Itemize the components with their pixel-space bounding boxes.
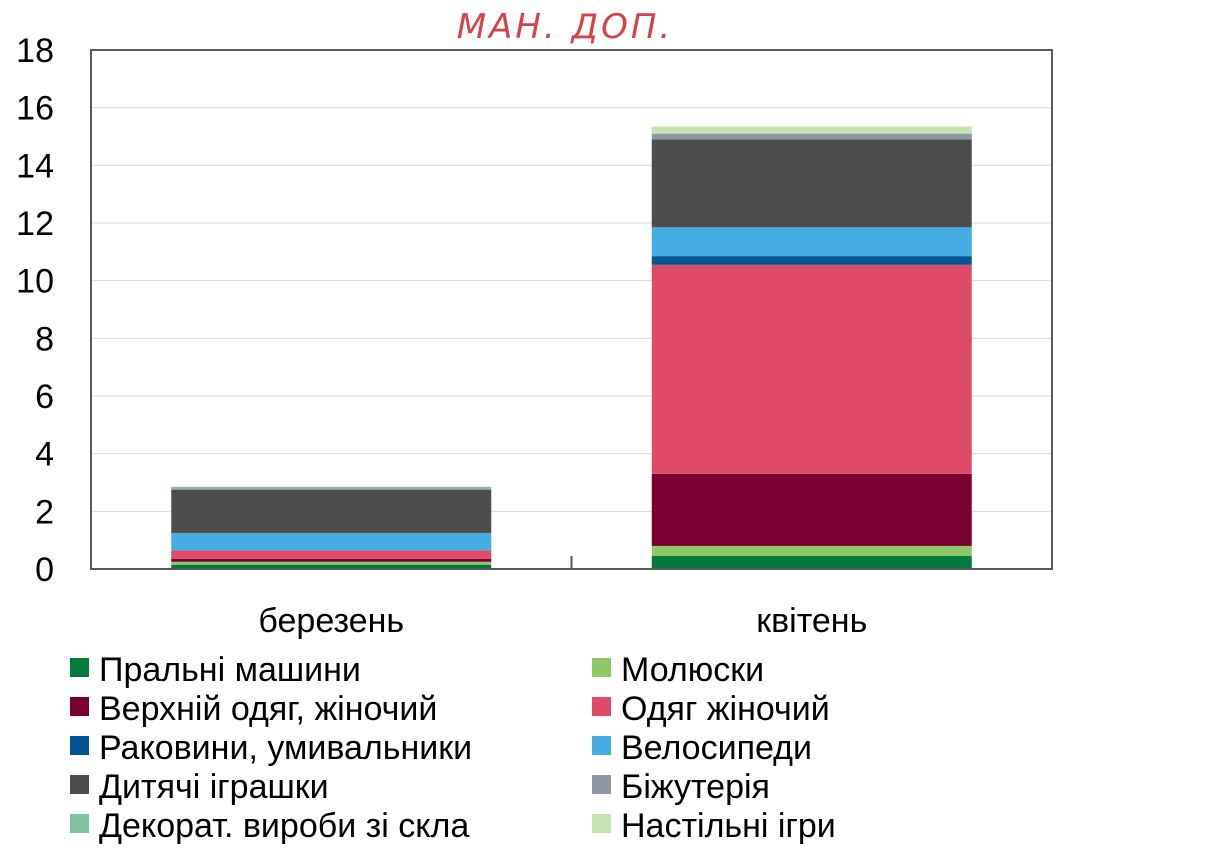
bar-segment bbox=[651, 556, 972, 569]
legend-label: Пральні машини bbox=[99, 651, 361, 689]
y-tick-label: 10 bbox=[16, 263, 54, 301]
y-tick-label: 8 bbox=[35, 320, 54, 358]
bar-segment bbox=[651, 473, 972, 546]
y-axis-ticks: 0 2 4 6 8 10 12 14 16 18 bbox=[16, 32, 54, 589]
legend-swatch bbox=[70, 736, 89, 755]
bar-segment bbox=[171, 488, 492, 490]
bar-segment bbox=[651, 227, 972, 257]
y-tick-label: 4 bbox=[35, 436, 54, 474]
y-tick-label: 16 bbox=[16, 90, 54, 128]
legend-label: Верхній одяг, жіночий bbox=[99, 690, 437, 728]
bar-segment bbox=[651, 126, 972, 134]
legend-label: Раковини, умивальники bbox=[99, 729, 472, 767]
bar-segment bbox=[171, 486, 492, 489]
bar-segment bbox=[171, 564, 492, 569]
bar-segment bbox=[171, 550, 492, 559]
legend-label: Дитячі іграшки bbox=[99, 768, 329, 806]
y-tick-label: 12 bbox=[16, 205, 54, 243]
legend-label: Одяг жіночий bbox=[621, 690, 830, 728]
bars bbox=[171, 126, 972, 569]
legend: Пральні машини Молюски Верхній одяг, жіноч… bbox=[70, 651, 836, 845]
y-tick-label: 2 bbox=[35, 493, 54, 531]
bar-segment bbox=[651, 133, 972, 140]
x-category-label: квітень bbox=[756, 602, 867, 640]
legend-swatch bbox=[592, 814, 611, 833]
legend-swatch bbox=[592, 658, 611, 677]
bar-segment bbox=[651, 545, 972, 557]
handwritten-annotation: МАН. ДОП. bbox=[457, 7, 673, 47]
legend-label: Настільні ігри bbox=[621, 807, 836, 845]
bar-segment bbox=[171, 558, 492, 562]
bar-segment bbox=[651, 139, 972, 228]
x-axis-categories: березень квітень bbox=[258, 602, 867, 640]
legend-swatch bbox=[70, 658, 89, 677]
bar-segment bbox=[171, 532, 492, 551]
legend-swatch bbox=[592, 736, 611, 755]
axes bbox=[90, 49, 1053, 570]
y-tick-label: 18 bbox=[16, 32, 54, 70]
bar-segment bbox=[651, 256, 972, 265]
legend-label: Біжутерія bbox=[621, 768, 770, 806]
y-tick-label: 0 bbox=[35, 551, 54, 589]
x-category-label: березень bbox=[258, 602, 404, 640]
y-tick-label: 14 bbox=[16, 147, 54, 185]
legend-swatch bbox=[592, 697, 611, 716]
legend-label: Молюски bbox=[621, 651, 764, 689]
legend-label: Велосипеди bbox=[621, 729, 812, 767]
legend-label: Декорат. вироби зі скла bbox=[99, 807, 469, 845]
legend-swatch bbox=[70, 697, 89, 716]
gridlines bbox=[91, 107, 1052, 512]
bar-segment bbox=[651, 264, 972, 474]
legend-swatch bbox=[592, 775, 611, 794]
legend-swatch bbox=[70, 775, 89, 794]
y-tick-label: 6 bbox=[35, 378, 54, 416]
bar-segment bbox=[171, 561, 492, 565]
legend-swatch bbox=[70, 814, 89, 833]
bar-segment bbox=[171, 489, 492, 533]
